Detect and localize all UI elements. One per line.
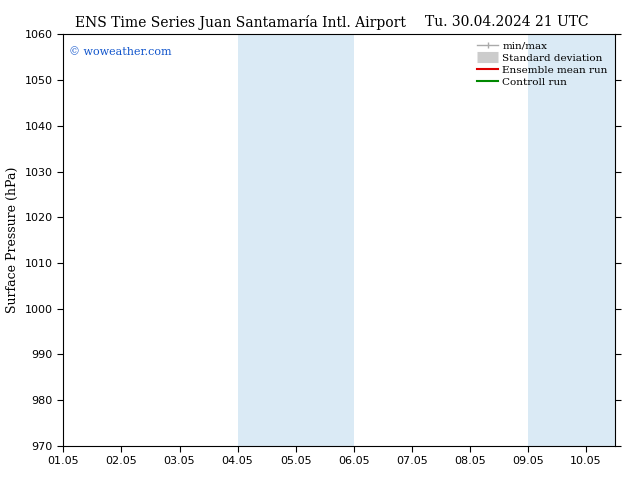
Text: ENS Time Series Juan Santamaría Intl. Airport: ENS Time Series Juan Santamaría Intl. Ai… (75, 15, 406, 30)
Legend: min/max, Standard deviation, Ensemble mean run, Controll run: min/max, Standard deviation, Ensemble me… (476, 40, 610, 89)
Text: © woweather.com: © woweather.com (69, 47, 172, 57)
Y-axis label: Surface Pressure (hPa): Surface Pressure (hPa) (6, 167, 19, 313)
Bar (528, 34, 615, 446)
Bar (238, 34, 354, 446)
Text: Tu. 30.04.2024 21 UTC: Tu. 30.04.2024 21 UTC (425, 15, 589, 29)
